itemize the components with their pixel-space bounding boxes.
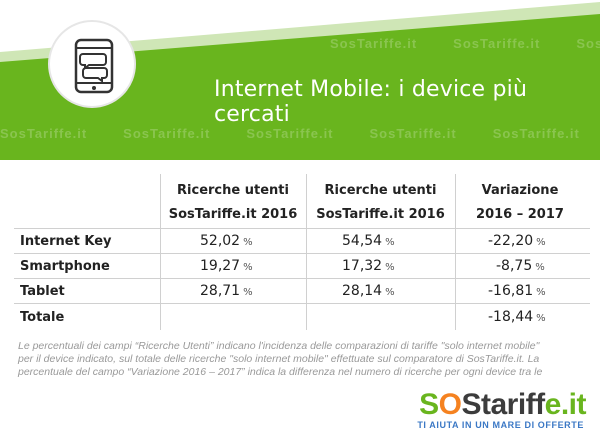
row-label: Smartphone <box>20 259 110 274</box>
table-cell: -18,44% <box>488 309 546 325</box>
sostariffe-logo: SOStariffe.it TI AIUTA IN UN MARE DI OFF… <box>386 388 586 431</box>
footnote-line: Le percentuali dei campi “Ricerche Utent… <box>18 340 540 352</box>
table-cell: 28,14% <box>342 283 395 299</box>
table-divider <box>160 174 161 330</box>
column-header-1-line2: SosTariffe.it 2016 <box>168 207 298 222</box>
table-divider <box>14 228 590 229</box>
footnote-line: per il device indicato, sul totale delle… <box>18 353 540 365</box>
table-cell: 17,32% <box>342 258 395 274</box>
table-cell: -8,75% <box>496 258 545 274</box>
footnote-line: percentuale del campo “Variazione 2016 –… <box>18 366 543 378</box>
column-header-3-line1: Variazione <box>481 183 559 198</box>
footnote: Le percentuali dei campi “Ricerche Utent… <box>18 340 586 379</box>
page-title: Internet Mobile: i device più cercati <box>214 77 528 127</box>
row-label: Tablet <box>20 284 65 299</box>
table-cell: 54,54% <box>342 233 395 249</box>
table-divider <box>14 303 590 304</box>
column-header-3-line2: 2016 – 2017 <box>476 207 564 222</box>
logo-wordmark: SOStariffe.it <box>419 388 586 421</box>
watermark-row: SosTariffe.it SosTariffe.it SosTariffe.it S… <box>0 126 580 141</box>
table-cell: -16,81% <box>488 283 546 299</box>
icon-circle <box>48 20 136 108</box>
table-cell: 19,27% <box>200 258 253 274</box>
smartphone-chat-icon <box>74 38 114 94</box>
column-header-1-line1: Ricerche utenti <box>177 183 289 198</box>
table-divider <box>14 278 590 279</box>
column-header-2-line1: Ricerche utenti <box>324 183 437 198</box>
column-header-2-line2: SosTariffe.it 2016 <box>316 207 445 222</box>
row-label: Internet Key <box>20 234 112 249</box>
table-cell: -22,20% <box>488 233 546 249</box>
table-cell: 28,71% <box>200 283 253 299</box>
header-banner: SosTariffe.itSosTariffe.itSosTariffe.it … <box>0 0 600 160</box>
table-divider <box>14 253 590 254</box>
table-divider <box>306 174 307 330</box>
row-label: Totale <box>20 310 65 325</box>
logo-tagline: TI AIUTA IN UN MARE DI OFFERTE <box>417 420 584 430</box>
table-cell: 52,02% <box>200 233 253 249</box>
header-background <box>0 2 600 160</box>
table-divider <box>455 174 456 330</box>
